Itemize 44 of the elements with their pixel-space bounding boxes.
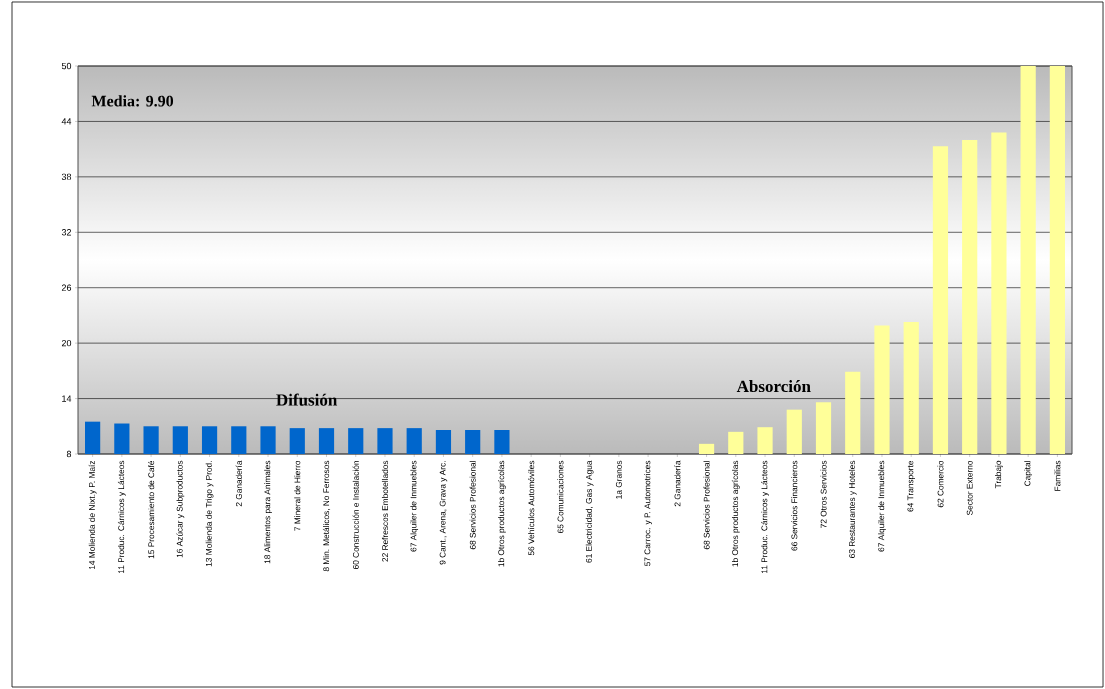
- x-tick-label: 60 Construcción e Instalación: [352, 461, 359, 569]
- series-label: Absorción: [736, 380, 811, 393]
- x-tick-label: Familias: [1054, 460, 1061, 491]
- y-tick-label: 14: [62, 395, 72, 402]
- x-tick-label: 11 Produc. Cárnicos y Lácteos: [761, 460, 769, 574]
- x-tick-label: 1b Otros productos agrícolas: [498, 460, 506, 567]
- x-tick-label: 72 Otros Servicios: [820, 460, 827, 528]
- x-tick-label: 64 Transporte: [907, 460, 915, 512]
- y-tick-label: 8: [66, 450, 72, 458]
- y-tick-label: 32: [61, 229, 72, 236]
- y-tick-label: 50: [61, 62, 72, 70]
- x-tick-label: 2 Ganadería: [674, 460, 681, 507]
- x-tick-label: 68 Servicios Profesional: [469, 461, 476, 550]
- y-tick-label: 38: [61, 173, 72, 181]
- y-tick-label: 44: [61, 118, 72, 125]
- x-tick-label: 8 Min. Metálicos, No Ferrosos: [322, 460, 331, 572]
- x-tick-label: Sector Externo: [966, 460, 973, 516]
- x-tick-label: 9 Cant., Arena, Grava y Arc.: [439, 461, 448, 565]
- x-tick-label: 18 Alimentos para Animales: [264, 460, 272, 564]
- annotation: Media: 9.90: [91, 95, 174, 107]
- x-tick-label: 1b Otros productos agrícolas: [731, 460, 740, 567]
- y-tick-label: 20: [61, 339, 72, 347]
- x-tick-label: Trabajo: [995, 460, 1003, 489]
- x-tick-label: 11 Produc. Cárnicos y Lácteos: [117, 460, 126, 574]
- x-tick-label: 7 Mineral de Hierro: [294, 460, 301, 531]
- x-tick-label: 65 Comunicaciones: [557, 460, 564, 533]
- x-tick-label: 22 Refrescos Embotellados: [381, 460, 389, 562]
- x-tick-label: 14 Molienda de Nixt.y P. Maíz: [88, 460, 97, 570]
- x-tick-label: 16 Azúcar y Subproductos: [176, 460, 185, 558]
- x-tick-label: 15 Procesamiento de Café: [148, 460, 155, 559]
- x-tick-label: 2 Ganadería: [235, 460, 242, 507]
- x-tick-label: 68 Servicios Profesional: [703, 461, 710, 550]
- x-tick-label: 61 Electricidad, Gas y Agua: [585, 460, 594, 563]
- x-tick-label: 56 Vehículos Automóviles: [528, 460, 535, 556]
- x-tick-label: 1a Granos: [615, 460, 622, 499]
- x-tick-label: 67 Alquiler de Inmuebles: [410, 460, 419, 552]
- y-tick-label: 26: [61, 284, 72, 291]
- x-tick-label: 57 Carroc. y P. Automotrices: [644, 460, 652, 566]
- x-tick-label: 13 Molienda de Trigo y Prod.: [205, 461, 214, 567]
- x-tick-label: 67 Alquiler de Inmuebles: [878, 460, 886, 552]
- x-tick-label: 66 Servicios Financieros: [791, 460, 798, 551]
- x-tick-label: 63 Restaurantes y Hoteles: [848, 460, 857, 558]
- x-tick-label: Capital: [1024, 461, 1033, 486]
- x-tick-label: 62 Comercio: [937, 460, 944, 508]
